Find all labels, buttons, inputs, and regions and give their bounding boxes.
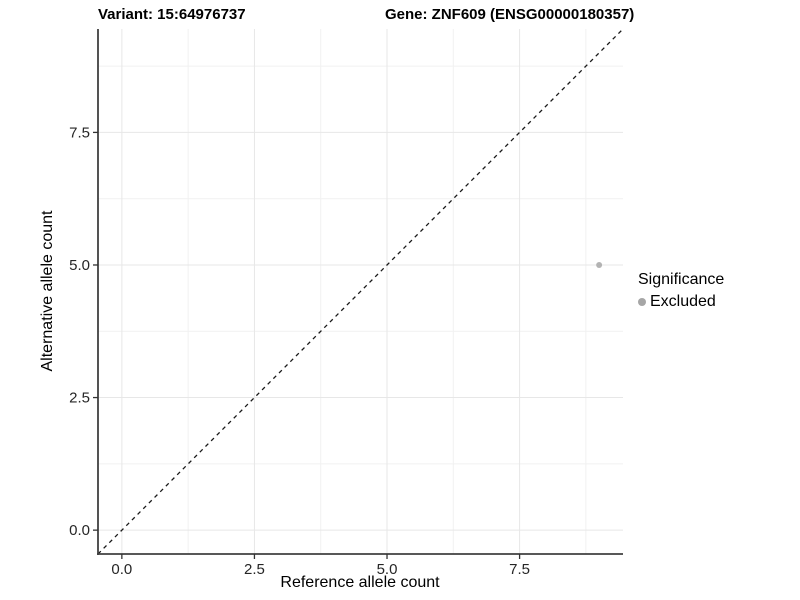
x-tick-label: 5.0	[377, 561, 398, 578]
y-tick-label: 5.0	[69, 257, 90, 274]
legend: Significance Excluded	[638, 271, 724, 311]
y-tick-label: 7.5	[69, 124, 90, 141]
plot-title-gene: Gene: ZNF609 (ENSG00000180357)	[385, 6, 635, 23]
identity-reference-line	[97, 28, 624, 555]
data-point	[596, 261, 603, 268]
legend-item-label: Excluded	[650, 293, 716, 310]
x-axis-title: Reference allele count	[280, 574, 440, 591]
x-tick-label: 0.0	[111, 561, 132, 578]
legend-item-excluded: Excluded	[638, 293, 724, 311]
y-axis-title: Alternative allele count	[39, 210, 56, 372]
y-tick-label: 0.0	[69, 522, 90, 539]
legend-title: Significance	[638, 271, 725, 288]
x-tick-label: 7.5	[509, 561, 530, 578]
plot-title-variant: Variant: 15:64976737	[98, 6, 246, 23]
legend-point-icon	[638, 298, 646, 306]
y-tick-label: 2.5	[69, 390, 90, 407]
x-tick-label: 2.5	[244, 561, 265, 578]
